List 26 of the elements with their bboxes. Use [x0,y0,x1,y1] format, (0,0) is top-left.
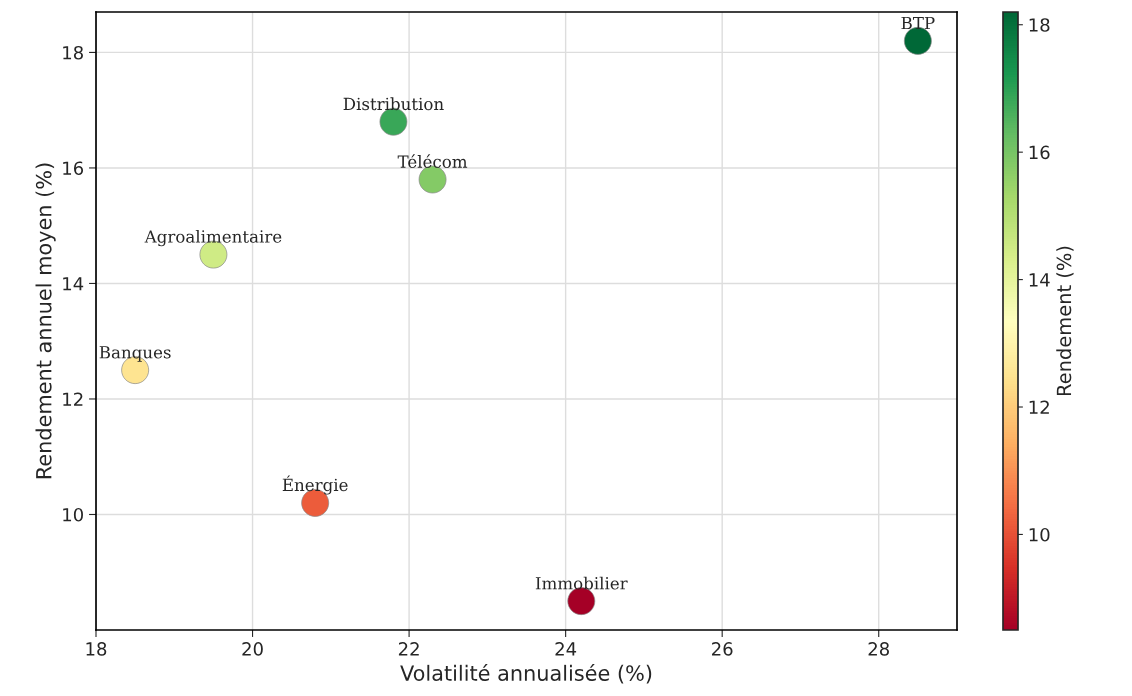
y-tick-label: 18 [63,45,83,60]
x-tick-label: 26 [712,642,733,656]
x-tick-label: 24 [555,642,577,656]
x-tick-label: 22 [398,642,419,656]
color-bar-label: 12 [1029,400,1049,414]
annotation: Énergie [282,475,348,495]
annotation: Immobilier [535,576,628,590]
annotation: Télécom [397,154,468,168]
x-tick-label: 28 [868,642,889,656]
y-axis-title: Rendement annuel moyen (%) [35,163,56,479]
annotation: Banques [99,346,171,362]
annotation: BTP [901,16,935,30]
color-bar-label: 14 [1029,273,1050,287]
color-bar-title: Rendement (%) [1056,246,1074,396]
x-tick-label: 18 [86,642,107,656]
y-tick-label: 16 [63,161,84,176]
x-axis-title: Volatilité annualisée (%) [400,664,652,684]
y-tick-label: 12 [63,392,83,406]
color-bar-label: 16 [1029,145,1050,160]
annotation: Distribution [343,97,444,111]
color-bar-label: 18 [1029,18,1050,32]
color-bar-label: 10 [1029,527,1050,542]
annotation: Agroalimentaire [144,229,282,247]
x-tick-label: 20 [242,642,263,656]
y-tick-label: 10 [63,507,83,522]
y-tick-label: 14 [63,277,84,291]
